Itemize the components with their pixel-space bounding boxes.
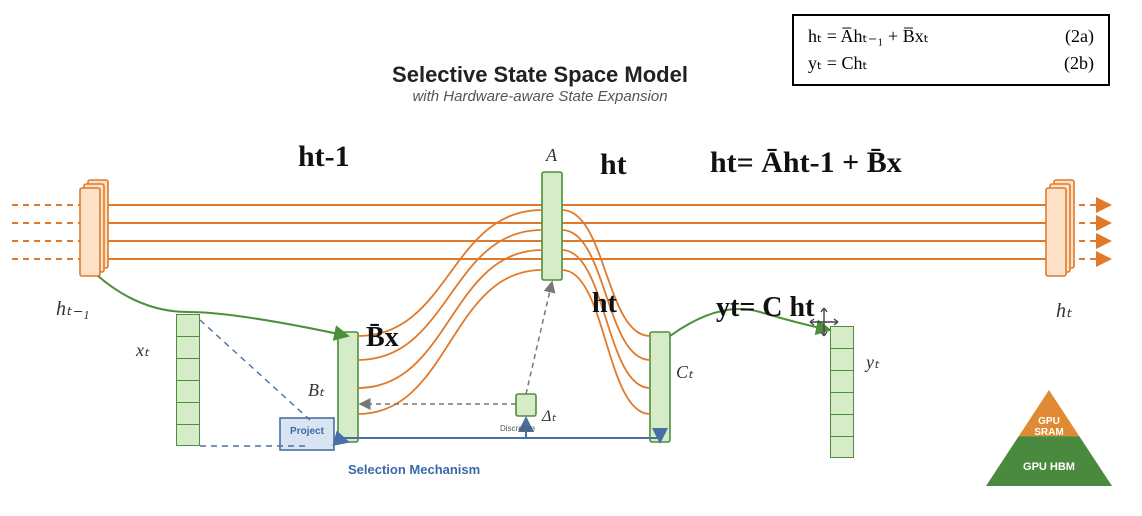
- block-x-t: [176, 314, 200, 446]
- block-y-t: [830, 326, 854, 458]
- diagram-svg: GPUSRAM GPU HBM: [0, 0, 1142, 516]
- svg-text:GPU HBM: GPU HBM: [1023, 461, 1075, 473]
- label-B-t: Bₜ: [308, 380, 324, 401]
- label-h-next: hₜ: [1056, 298, 1072, 323]
- label-A: A: [546, 145, 557, 166]
- label-C-t: Cₜ: [676, 362, 693, 383]
- svg-text:GPU: GPU: [1038, 416, 1060, 427]
- label-x-t: xₜ: [136, 340, 149, 361]
- label-delta-t: Δₜ: [542, 406, 556, 426]
- label-y-t: yₜ: [866, 352, 879, 373]
- project-box-label: Project: [280, 426, 334, 437]
- label-discretize: Discretize: [500, 424, 535, 433]
- label-h-prev: hₜ₋₁: [56, 296, 89, 321]
- label-selection-mechanism: Selection Mechanism: [348, 462, 480, 477]
- svg-text:SRAM: SRAM: [1034, 427, 1063, 438]
